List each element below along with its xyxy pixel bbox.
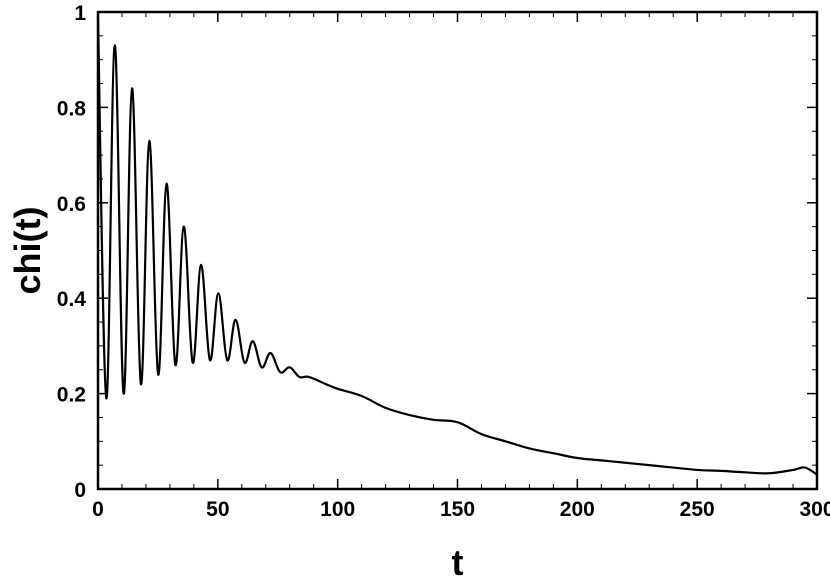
y-tick-label: 0.2 [57, 384, 86, 407]
y-tick-label: 0 [74, 479, 86, 502]
x-tick-label: 100 [320, 498, 355, 521]
y-tick-label: 0.4 [57, 288, 87, 311]
x-tick-label: 0 [92, 498, 104, 521]
y-tick-label: 0.6 [57, 193, 86, 216]
tick-labels-layer: 0 50 100 150 200 250 300 0 0.2 0.4 0.6 0.8 1 [57, 2, 830, 521]
x-tick-label: 300 [799, 498, 830, 521]
y-tick-label: 1 [74, 2, 86, 25]
series-line [96, 16, 818, 476]
y-tick-label: 0.8 [57, 97, 87, 120]
x-tick-label: 150 [440, 498, 475, 521]
ticks-layer [97, 11, 818, 490]
x-tick-label: 200 [560, 498, 595, 521]
x-axis-title: t [452, 542, 464, 583]
series-layer [96, 16, 818, 476]
plot-frame [96, 10, 819, 491]
x-tick-label: 250 [680, 498, 715, 521]
y-axis-title: chi(t) [7, 207, 48, 295]
x-tick-label: 50 [206, 498, 229, 521]
